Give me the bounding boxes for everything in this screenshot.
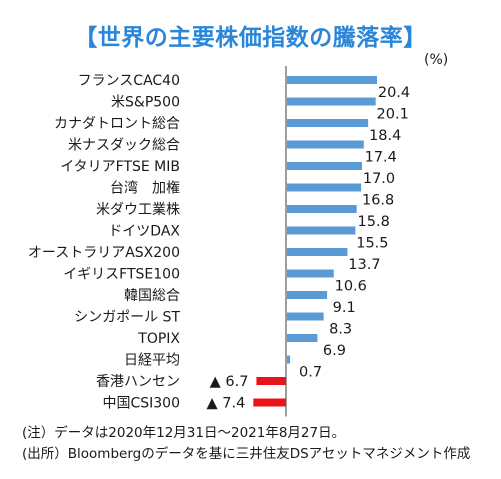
bar-0 <box>287 76 377 84</box>
category-label-15: 中国CSI300 <box>102 396 180 412</box>
value-label-9: 10.6 <box>335 279 367 295</box>
value-label-1: 20.1 <box>377 107 409 123</box>
bar-7 <box>287 226 356 235</box>
category-label-14: 香港ハンセン <box>96 374 180 390</box>
bar-14 <box>256 377 286 385</box>
value-label-8: 13.7 <box>348 257 380 273</box>
bar-3 <box>287 140 364 149</box>
bar-12 <box>287 334 318 342</box>
value-label-7: 15.5 <box>356 236 388 252</box>
category-label-3: 米ナスダック総合 <box>68 138 180 154</box>
category-label-12: TOPIX <box>137 331 180 347</box>
category-label-7: ドイツDAX <box>108 224 180 240</box>
value-label-11: 8.3 <box>329 322 352 338</box>
bar-9 <box>287 269 334 278</box>
value-label-4: 17.0 <box>363 171 395 187</box>
bar-2 <box>287 119 369 127</box>
category-label-0: フランスCAC40 <box>78 73 180 89</box>
value-label-13: 0.7 <box>299 365 322 381</box>
bar-8 <box>287 248 348 256</box>
value-label-12: 6.9 <box>323 343 346 359</box>
footnotes: (注）データは2020年12月31日～2021年8月27日。 (出所）Bloom… <box>22 423 470 465</box>
category-label-10: 韓国総合 <box>124 288 180 304</box>
note-source: (出所）Bloombergのデータを基に三井住友DSアセットマネジメント作成 <box>22 446 471 462</box>
value-label-15: ▲ 7.4 <box>207 396 246 412</box>
bar-10 <box>287 291 328 299</box>
value-label-10: 9.1 <box>333 300 356 316</box>
category-label-9: イギリスFTSE100 <box>63 267 180 283</box>
category-label-13: 日経平均 <box>124 353 180 369</box>
category-label-8: オーストラリアASX200 <box>28 245 180 261</box>
category-label-1: 米S&P500 <box>111 95 180 111</box>
note-period: (注）データは2020年12月31日～2021年8月27日。 <box>22 425 346 441</box>
value-label-0: 20.4 <box>378 85 410 101</box>
unit-label: (%) <box>424 52 449 68</box>
bar-13 <box>287 355 291 364</box>
chart-title: 【世界の主要株価指数の騰落率】 <box>74 25 427 51</box>
category-label-2: カナダトロント総合 <box>54 116 180 132</box>
value-label-6: 15.8 <box>358 214 390 230</box>
bar-4 <box>287 162 362 170</box>
value-label-14: ▲ 6.7 <box>210 374 249 390</box>
value-label-2: 18.4 <box>369 128 401 144</box>
bar-11 <box>287 312 324 321</box>
category-label-5: 台湾 加権 <box>110 180 180 197</box>
value-label-5: 16.8 <box>362 193 394 209</box>
category-label-11: シンガポール ST <box>74 310 180 326</box>
category-label-6: 米ダウ工業株 <box>96 202 180 218</box>
bar-15 <box>253 398 286 407</box>
value-label-3: 17.4 <box>365 150 397 166</box>
bar-6 <box>287 205 357 213</box>
category-label-4: イタリアFTSE MIB <box>60 159 180 175</box>
bar-5 <box>287 183 362 192</box>
bar-1 <box>287 97 376 106</box>
